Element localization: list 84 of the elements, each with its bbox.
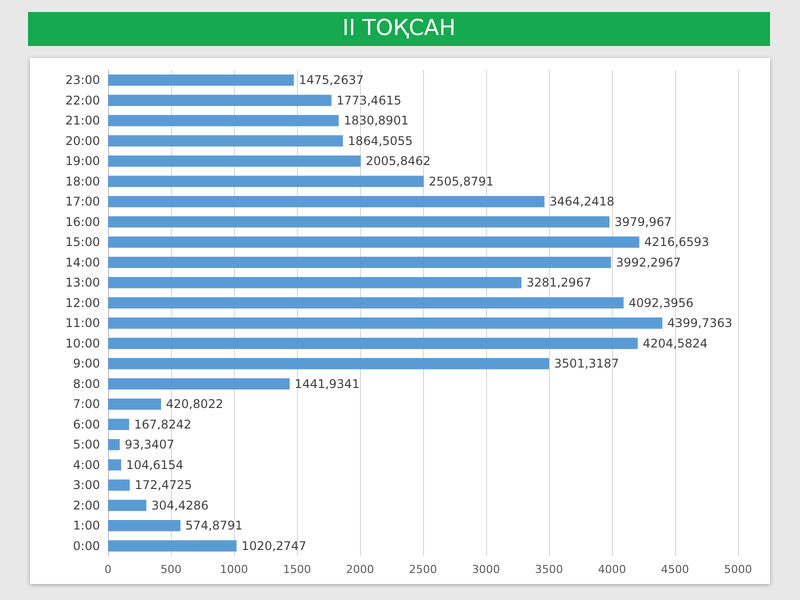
y-tick-label: 21:00 bbox=[65, 114, 100, 128]
y-tick-label: 13:00 bbox=[65, 276, 100, 290]
bar bbox=[108, 338, 638, 349]
y-tick-label: 20:00 bbox=[65, 134, 100, 148]
data-label: 1441,9341 bbox=[294, 376, 360, 391]
bar bbox=[108, 196, 544, 208]
data-label: 1830,8901 bbox=[344, 114, 409, 128]
y-tick-label: 11:00 bbox=[65, 316, 100, 330]
x-tick-label: 0 bbox=[104, 563, 112, 576]
data-label: 4092,3956 bbox=[628, 296, 694, 310]
bar bbox=[108, 176, 424, 187]
bar bbox=[108, 439, 120, 450]
x-tick-label: 2500 bbox=[409, 563, 437, 576]
data-label: 4216,6593 bbox=[644, 235, 710, 250]
y-tick-label: 10:00 bbox=[65, 336, 100, 350]
y-tick-label: 15:00 bbox=[65, 235, 100, 250]
bar bbox=[108, 277, 522, 288]
bar bbox=[108, 94, 332, 106]
bar bbox=[108, 418, 130, 430]
y-tick-label: 3:00 bbox=[73, 478, 100, 492]
bar bbox=[108, 135, 343, 146]
y-tick-label: 22:00 bbox=[65, 93, 100, 108]
data-label: 167,8242 bbox=[134, 417, 192, 432]
y-tick-label: 4:00 bbox=[73, 458, 100, 472]
data-label: 3281,2967 bbox=[526, 276, 592, 290]
bar bbox=[108, 256, 612, 268]
x-tick-label: 3000 bbox=[472, 563, 500, 576]
data-label: 420,8022 bbox=[166, 397, 224, 412]
y-tick-label: 17:00 bbox=[65, 194, 100, 209]
data-label: 93,3407 bbox=[124, 438, 174, 452]
data-label: 1864,5055 bbox=[348, 134, 413, 148]
x-tick-label: 3500 bbox=[535, 563, 563, 576]
bar bbox=[108, 520, 180, 532]
x-tick-label: 1000 bbox=[220, 563, 248, 576]
bar bbox=[108, 297, 624, 308]
x-tick-label: 4000 bbox=[598, 563, 626, 576]
bar bbox=[108, 500, 146, 511]
bar bbox=[108, 398, 162, 410]
bar bbox=[108, 318, 662, 329]
data-label: 104,6154 bbox=[126, 458, 184, 472]
data-label: 4399,7363 bbox=[667, 316, 732, 330]
data-label: 304,4286 bbox=[151, 498, 209, 512]
data-label: 1020,2747 bbox=[242, 538, 306, 553]
y-tick-label: 7:00 bbox=[73, 397, 100, 412]
y-tick-label: 12:00 bbox=[65, 296, 100, 310]
data-label: 1475,2637 bbox=[298, 73, 364, 88]
chart-title: II ТОҚСАН bbox=[28, 12, 770, 46]
data-label: 3501,3187 bbox=[554, 356, 620, 371]
data-label: 172,4725 bbox=[134, 478, 192, 492]
y-tick-label: 19:00 bbox=[65, 154, 100, 168]
x-tick-label: 1500 bbox=[283, 563, 311, 576]
y-tick-label: 5:00 bbox=[73, 438, 100, 452]
data-label: 574,8791 bbox=[185, 518, 243, 533]
bar bbox=[108, 480, 130, 491]
bar bbox=[108, 216, 610, 228]
data-label: 3464,2418 bbox=[549, 194, 614, 209]
data-label: 1773,4615 bbox=[336, 93, 402, 108]
bar bbox=[108, 378, 290, 390]
y-tick-label: 23:00 bbox=[65, 73, 100, 88]
bar bbox=[108, 74, 294, 86]
x-tick-label: 500 bbox=[160, 563, 182, 576]
bar bbox=[108, 115, 339, 126]
data-label: 4204,5824 bbox=[642, 336, 708, 350]
bar bbox=[108, 358, 550, 370]
y-tick-label: 9:00 bbox=[73, 356, 100, 371]
y-tick-label: 1:00 bbox=[73, 518, 100, 533]
x-tick-label: 5000 bbox=[724, 563, 752, 576]
y-tick-label: 14:00 bbox=[65, 255, 100, 270]
data-label: 2005,8462 bbox=[366, 154, 431, 168]
data-label: 2505,8791 bbox=[428, 174, 494, 188]
y-tick-label: 18:00 bbox=[65, 174, 100, 188]
bar bbox=[108, 459, 122, 470]
y-tick-label: 0:00 bbox=[73, 538, 100, 553]
y-tick-label: 8:00 bbox=[73, 376, 100, 391]
x-tick-label: 2000 bbox=[346, 563, 374, 576]
bar bbox=[108, 236, 640, 248]
data-label: 3979,967 bbox=[614, 214, 672, 229]
x-tick-label: 4500 bbox=[661, 563, 689, 576]
y-tick-label: 2:00 bbox=[73, 498, 100, 512]
y-tick-label: 6:00 bbox=[73, 417, 100, 432]
bar bbox=[108, 540, 237, 552]
y-tick-label: 16:00 bbox=[65, 214, 100, 229]
bar bbox=[108, 156, 361, 167]
data-label: 3992,2967 bbox=[616, 255, 681, 270]
